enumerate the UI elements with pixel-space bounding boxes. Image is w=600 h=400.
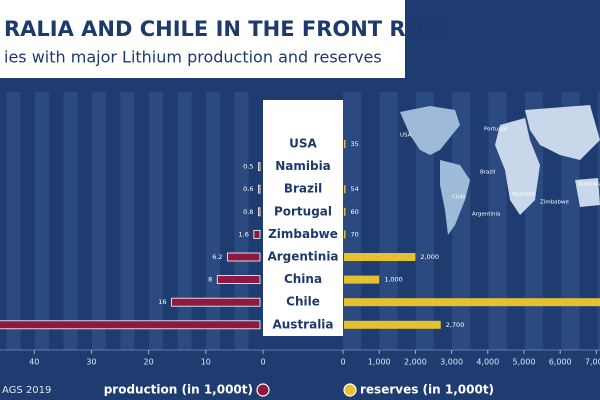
map-label: Argentinia [472, 212, 500, 218]
value-label: 6.2 [212, 253, 222, 261]
x2-tick-label: 4,000 [476, 358, 499, 367]
bar [344, 253, 416, 261]
category-label: Argentinia [267, 250, 338, 264]
value-label: 1.6 [239, 230, 249, 238]
category-label: Zimbabwe [268, 227, 338, 241]
legend-marker [256, 383, 270, 397]
map-label: USA [400, 133, 412, 139]
bar [344, 275, 380, 284]
value-label: 2,000 [420, 253, 439, 261]
value-label: 1,000 [384, 276, 403, 284]
x2-tick-label: 6,000 [549, 358, 572, 367]
x2-tick-label: 3,000 [440, 358, 463, 367]
bar [216, 275, 261, 285]
x-tick-label: 40 [29, 358, 39, 367]
category-band [263, 100, 343, 336]
value-label: 2,700 [446, 321, 465, 329]
title-box [0, 0, 405, 78]
bar [0, 320, 261, 330]
map-label: Australia [578, 182, 600, 188]
source: AGS 2019 [2, 385, 51, 396]
category-label: Namibia [275, 159, 331, 173]
value-label: 8 [208, 276, 212, 284]
bar [344, 320, 441, 329]
value-label: 0.6 [243, 185, 253, 193]
x2-tick-label: 5,000 [513, 358, 536, 367]
category-label: Portugal [274, 204, 332, 218]
legend-label: production (in 1,000t) [104, 383, 253, 397]
map-label: Brazil [480, 170, 496, 176]
legend-label: reserves (in 1,000t) [360, 383, 494, 397]
chart-title: RALIA AND CHILE IN THE FRONT ROW [4, 17, 447, 41]
bar [344, 298, 600, 307]
map-label: Zimbabwe [540, 200, 570, 206]
bar [344, 140, 346, 148]
bar [258, 207, 261, 217]
stripes [0, 92, 263, 350]
x2-tick-label: 7,000 [585, 358, 600, 367]
x-tick-label: 30 [86, 358, 96, 367]
world-map [400, 105, 600, 235]
x-tick-label: 0 [260, 358, 265, 367]
legend-marker [343, 383, 357, 397]
value-label: 70 [351, 230, 359, 238]
x-tick-label: 20 [144, 358, 154, 367]
bar [258, 184, 261, 194]
category-label: Brazil [284, 182, 322, 196]
x-tick-label: 10 [201, 358, 211, 367]
value-label: 16 [158, 298, 166, 306]
bar [344, 185, 346, 194]
value-label: 54 [351, 185, 359, 193]
map-label: Portugal [484, 127, 507, 133]
bar [344, 207, 346, 216]
bar [344, 230, 346, 239]
category-label: Australia [272, 317, 333, 331]
value-label: 0.8 [243, 208, 253, 216]
category-label: USA [289, 137, 317, 151]
bar [253, 229, 261, 239]
value-label: 0.5 [243, 163, 253, 171]
bar [258, 162, 261, 172]
x2-tick-label: 1,000 [368, 358, 391, 367]
value-label: 35 [351, 140, 359, 148]
value-label: 60 [351, 208, 359, 216]
chart-subtitle: ies with major Lithium production and re… [4, 48, 382, 67]
x2-tick-label: 2,000 [404, 358, 427, 367]
category-label: Chile [286, 295, 320, 309]
category-label: China [284, 272, 322, 286]
map-label: Chile [452, 195, 466, 201]
x2-tick-label: 0 [340, 358, 345, 367]
bar [171, 297, 261, 307]
bar [227, 252, 261, 262]
map-label: Namibia [512, 192, 535, 198]
